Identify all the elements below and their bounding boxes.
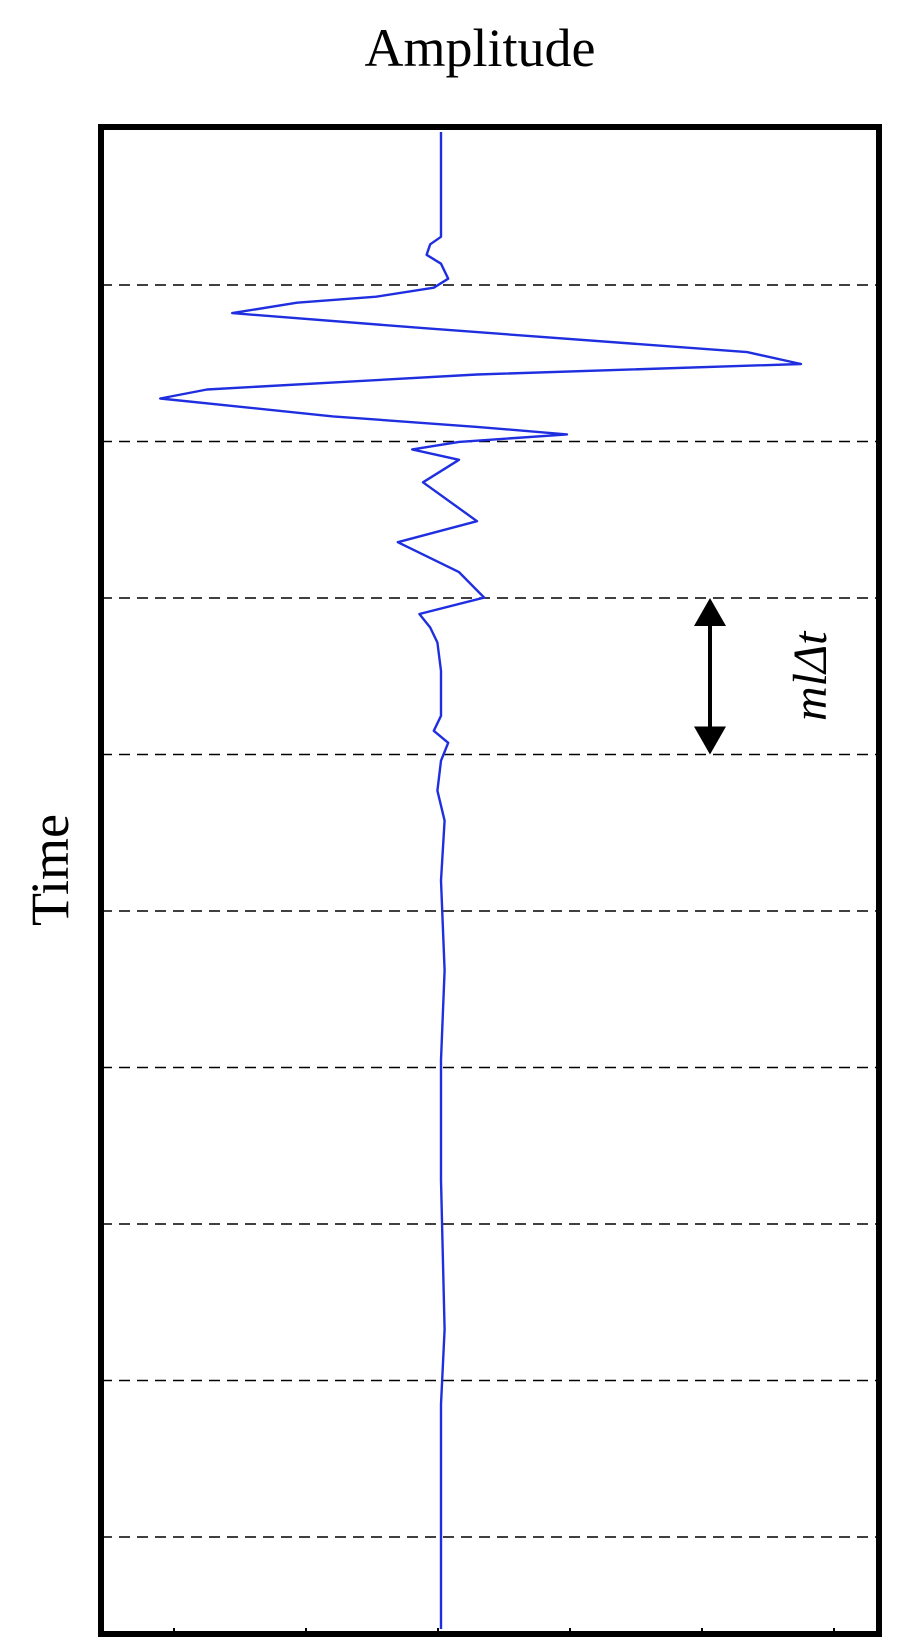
amplitude-trace xyxy=(159,132,803,1629)
interval-arrow xyxy=(694,598,726,755)
y-axis-label: Time xyxy=(20,814,80,926)
plot-frame xyxy=(98,124,882,1637)
gridlines xyxy=(101,284,879,1538)
interval-label: mlΔt xyxy=(784,630,837,721)
x-axis-label: Amplitude xyxy=(365,18,596,78)
